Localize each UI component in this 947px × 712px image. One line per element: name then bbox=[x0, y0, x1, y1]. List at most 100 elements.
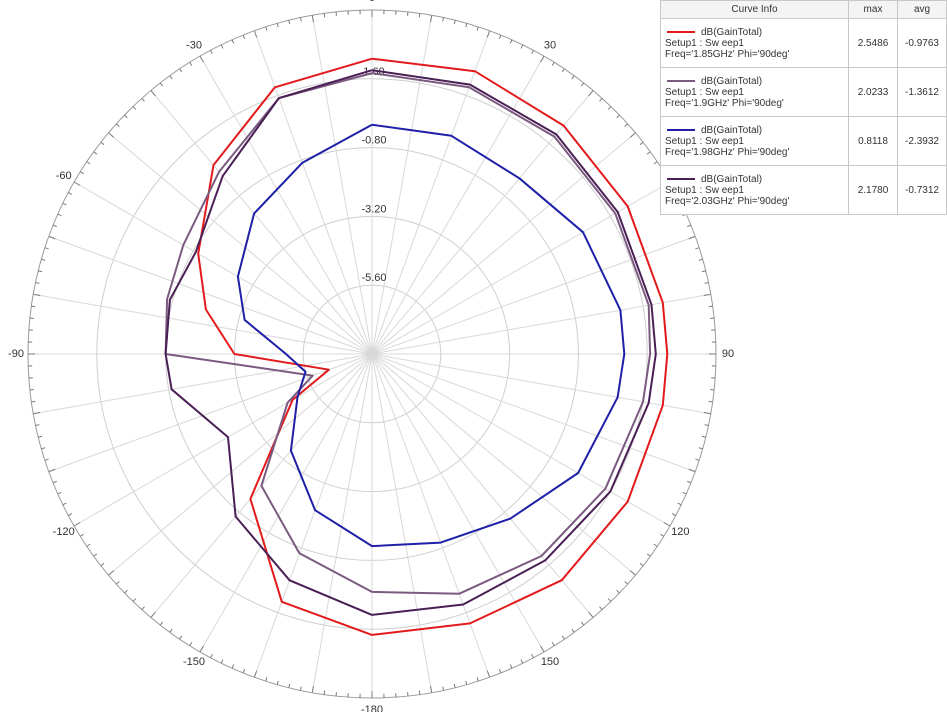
angle-tick bbox=[588, 611, 594, 618]
grid-spoke bbox=[311, 353, 373, 693]
angle-tick bbox=[62, 202, 67, 206]
legend-setup: Setup1 : Sw eep1 bbox=[665, 86, 744, 98]
angle-tick bbox=[624, 581, 628, 585]
angle-tick bbox=[531, 50, 534, 55]
angle-tick bbox=[57, 491, 62, 495]
angle-tick bbox=[311, 685, 314, 693]
angle-tick bbox=[430, 15, 433, 23]
legend-swatch bbox=[667, 31, 695, 33]
angle-tick bbox=[476, 677, 479, 682]
angle-tick bbox=[150, 611, 156, 618]
angle-tick bbox=[607, 598, 612, 602]
legend-max: 2.0233 bbox=[848, 67, 898, 117]
angle-tick bbox=[44, 247, 49, 250]
angle-label: -120 bbox=[53, 526, 75, 538]
angle-tick bbox=[653, 161, 658, 165]
angle-label: 0 bbox=[369, 0, 375, 4]
angle-tick bbox=[68, 513, 73, 516]
grid-spoke bbox=[371, 15, 433, 355]
grid-spoke bbox=[371, 235, 696, 355]
angle-label: -30 bbox=[186, 40, 202, 52]
grid-spoke bbox=[33, 293, 373, 355]
series-line-1 bbox=[164, 72, 652, 595]
angle-tick bbox=[616, 114, 620, 119]
angle-tick bbox=[31, 400, 36, 403]
angle-tick bbox=[509, 39, 513, 44]
radial-label: -3.20 bbox=[361, 203, 386, 215]
legend-freq: Freq='1.85GHz' Phi='90deg' bbox=[665, 48, 790, 60]
angle-tick bbox=[93, 151, 98, 155]
angle-tick bbox=[671, 513, 676, 516]
grid-spoke bbox=[73, 353, 373, 527]
angle-tick bbox=[100, 141, 105, 146]
angle-tick bbox=[288, 20, 291, 25]
angle-tick bbox=[35, 424, 40, 427]
grid-spoke bbox=[371, 353, 696, 473]
angle-label: 120 bbox=[671, 526, 689, 538]
legend-series-name: dB(GainTotal) bbox=[701, 173, 763, 185]
legend-setup: Setup1 : Sw eep1 bbox=[665, 37, 744, 49]
angle-tick bbox=[624, 123, 628, 127]
grid-spoke bbox=[48, 353, 373, 473]
angle-tick bbox=[682, 491, 687, 495]
angle-tick bbox=[86, 543, 91, 547]
angle-tick bbox=[323, 13, 326, 18]
series-line-0 bbox=[197, 57, 669, 636]
legend-avg: -2.3932 bbox=[897, 116, 947, 166]
angle-tick bbox=[80, 533, 84, 537]
legend-freq: Freq='1.9GHz' Phi='90deg' bbox=[665, 97, 784, 109]
angle-tick bbox=[48, 468, 56, 473]
angle-tick bbox=[189, 642, 193, 646]
grid-spoke bbox=[311, 15, 373, 355]
angle-tick bbox=[52, 224, 57, 228]
angle-tick bbox=[476, 26, 479, 31]
angle-tick bbox=[35, 281, 40, 284]
angle-tick bbox=[108, 570, 115, 576]
angle-tick bbox=[698, 447, 703, 450]
angle-tick bbox=[498, 34, 502, 39]
legend-row: dB(GainTotal) Setup1 : Sw eep1 Freq='2.0… bbox=[660, 165, 947, 215]
angle-tick bbox=[704, 281, 709, 284]
angle-tick bbox=[124, 114, 128, 119]
angle-tick bbox=[265, 677, 268, 682]
angle-tick bbox=[540, 55, 545, 63]
grid-spoke bbox=[150, 90, 373, 355]
grid-spoke bbox=[371, 353, 711, 415]
angle-tick bbox=[418, 13, 421, 18]
angle-tick bbox=[698, 258, 703, 261]
grid-spoke bbox=[73, 181, 373, 355]
angle-tick bbox=[704, 424, 709, 427]
legend-freq: Freq='2.03GHz' Phi='90deg' bbox=[665, 195, 790, 207]
angle-tick bbox=[159, 621, 164, 626]
angle-tick bbox=[276, 680, 279, 685]
angle-tick bbox=[453, 20, 456, 25]
angle-tick bbox=[701, 270, 706, 273]
grid-spoke bbox=[199, 353, 373, 653]
angle-tick bbox=[189, 62, 193, 66]
angle-tick bbox=[639, 141, 644, 146]
angle-tick bbox=[116, 581, 120, 585]
angle-tick bbox=[169, 75, 173, 80]
grid-spoke bbox=[371, 55, 545, 355]
legend-avg: -0.9763 bbox=[897, 18, 947, 68]
legend-series-name: dB(GainTotal) bbox=[701, 26, 763, 38]
angle-tick bbox=[220, 659, 224, 664]
angle-tick bbox=[509, 664, 513, 669]
legend-max: 2.5486 bbox=[848, 18, 898, 68]
angle-tick bbox=[646, 553, 651, 557]
grid-spoke bbox=[108, 132, 373, 355]
legend-header-row: Curve Info max avg bbox=[660, 0, 947, 19]
angle-tick bbox=[571, 75, 575, 80]
angle-tick bbox=[44, 458, 49, 461]
legend-freq: Freq='1.98GHz' Phi='90deg' bbox=[665, 146, 790, 158]
angle-tick bbox=[688, 468, 696, 473]
legend-header-max: max bbox=[848, 0, 898, 19]
angle-tick bbox=[100, 562, 105, 567]
angle-tick bbox=[653, 543, 658, 547]
angle-tick bbox=[38, 435, 43, 438]
angle-tick bbox=[73, 181, 81, 186]
angle-tick bbox=[108, 132, 115, 138]
radial-labels: 1.60-0.80-3.20-5.60 bbox=[361, 66, 386, 284]
angle-tick bbox=[430, 685, 433, 693]
